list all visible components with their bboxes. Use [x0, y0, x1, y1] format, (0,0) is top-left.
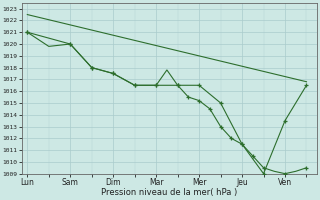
- X-axis label: Pression niveau de la mer( hPa ): Pression niveau de la mer( hPa ): [101, 188, 238, 197]
